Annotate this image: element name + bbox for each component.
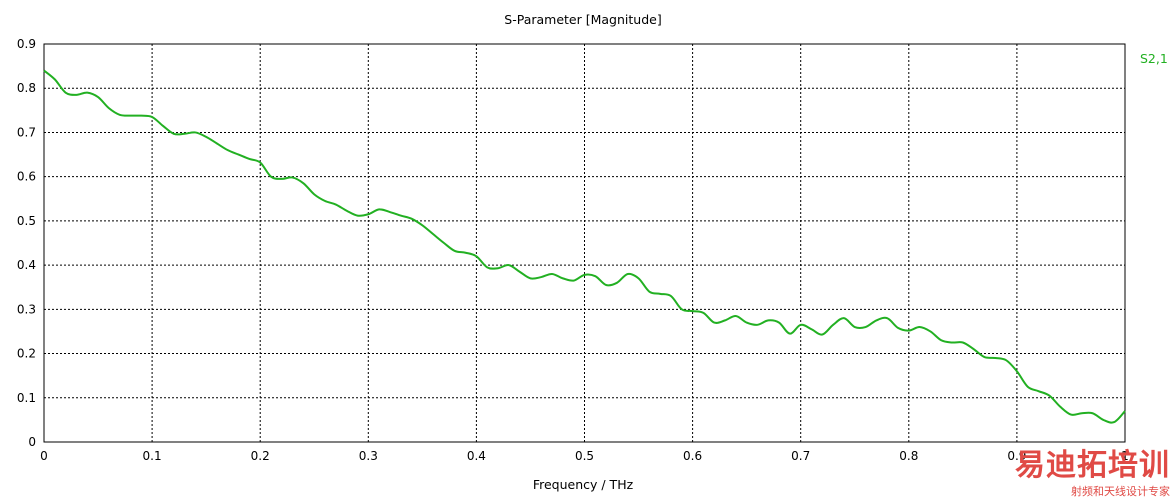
grid-lines: [44, 44, 1125, 442]
y-axis-ticks: 0 0.1 0.2 0.3 0.4 0.5 0.6 0.7 0.8 0.9: [17, 37, 36, 449]
y-tick-label: 0.9: [17, 37, 36, 51]
watermark-main-text: 易迪拓培训: [1015, 448, 1170, 483]
y-tick-label: 0.3: [17, 302, 36, 316]
y-tick-label: 0.2: [17, 347, 36, 361]
series-line-s21: [43, 69, 1126, 424]
x-tick-label: 0.6: [683, 449, 702, 463]
x-axis-ticks: 0 0.1 0.2 0.3 0.4 0.5 0.6 0.7 0.8 0.9 1: [40, 449, 1129, 463]
y-tick-label: 0: [28, 435, 36, 449]
y-tick-label: 0.6: [17, 170, 36, 184]
x-tick-label: 1: [1121, 449, 1129, 463]
x-axis-label: Frequency / THz: [533, 477, 634, 492]
y-tick-label: 0.4: [17, 258, 36, 272]
y-tick-label: 0.5: [17, 214, 36, 228]
legend-label-s21: S2,1: [1140, 51, 1168, 66]
x-tick-label: 0.2: [251, 449, 270, 463]
x-tick-label: 0.8: [899, 449, 918, 463]
x-tick-label: 0.5: [575, 449, 594, 463]
x-tick-label: 0.4: [467, 449, 486, 463]
x-tick-label: 0.3: [359, 449, 378, 463]
x-tick-label: 0: [40, 449, 48, 463]
watermark-logo: 易迪拓培训 射频和天线设计专家: [1015, 448, 1170, 498]
x-tick-label: 0.7: [791, 449, 810, 463]
y-tick-label: 0.7: [17, 125, 36, 139]
watermark-sub-text: 射频和天线设计专家: [1071, 484, 1170, 498]
y-tick-label: 0.1: [17, 391, 36, 405]
plot-frame: [43, 43, 1126, 443]
x-tick-label: 0.9: [1007, 449, 1026, 463]
x-tick-label: 0.1: [143, 449, 162, 463]
y-tick-label: 0.8: [17, 81, 36, 95]
chart-title: S-Parameter [Magnitude]: [504, 12, 661, 27]
